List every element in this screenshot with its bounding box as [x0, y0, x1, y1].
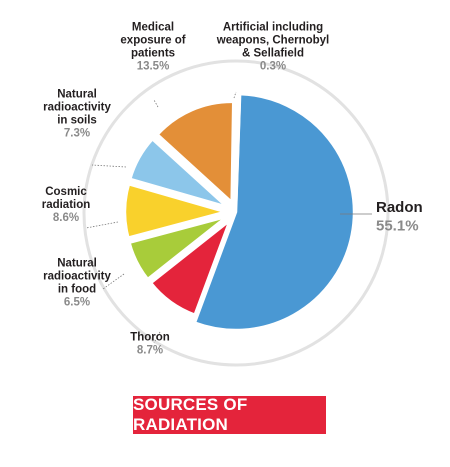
- pie-slice-cosmic-radiation: [123, 183, 227, 239]
- slice-label-text: radioactivity: [43, 271, 111, 283]
- pie-slice-natural-radioactivity-in-food: [128, 215, 228, 281]
- slice-value-label: 8.6%: [53, 212, 79, 224]
- slice-label-text: & Sellafield: [242, 48, 304, 60]
- slice-label-text: Cosmic: [45, 186, 87, 198]
- slice-value-label: 7.3%: [64, 128, 90, 140]
- pie-slice-radon: [193, 92, 356, 332]
- slice-value-label: 6.5%: [64, 297, 90, 309]
- slice-value-label: 13.5%: [137, 61, 170, 73]
- slice-label-text: Radon: [376, 199, 423, 216]
- slice-label-text: patients: [131, 48, 175, 60]
- leader-line: [85, 221, 119, 229]
- slice-label-text: weapons, Chernobyl: [216, 35, 329, 47]
- slice-label-text: in soils: [57, 115, 97, 127]
- slice-label-text: Artificial including: [223, 22, 323, 34]
- slice-value-label: 0.3%: [260, 61, 286, 73]
- slice-label-text: exposure of: [120, 35, 185, 47]
- slice-label-text: Natural: [57, 89, 97, 101]
- slice-label-text: Medical: [132, 22, 174, 34]
- pie-slice-medical-exposure-of-patients: [156, 100, 235, 204]
- slice-label-text: Thoron: [130, 332, 170, 344]
- leader-line: [102, 273, 125, 290]
- slice-label-text: in food: [58, 284, 96, 296]
- leader-line: [153, 99, 159, 108]
- slice-label-text: Natural: [57, 258, 97, 270]
- chart-title: SOURCES OF RADIATION: [133, 395, 248, 434]
- pie-slice-natural-radioactivity-in-soils: [129, 138, 228, 208]
- leader-line: [91, 164, 127, 168]
- outline-circle: [82, 59, 390, 367]
- pie-slice-thoron: [149, 219, 231, 316]
- slice-label-text: radiation: [42, 199, 91, 211]
- pie-slices: [123, 92, 356, 332]
- slice-value-label: 8.7%: [137, 345, 163, 357]
- outline-ring: [82, 59, 390, 367]
- slice-labels: Radon55.1%Thoron8.7%Naturalradioactivity…: [42, 22, 423, 357]
- leader-line: [233, 91, 237, 99]
- chart-title-banner: SOURCES OF RADIATION: [133, 395, 326, 434]
- leader-lines: [85, 91, 372, 344]
- slice-label-text: radioactivity: [43, 102, 111, 114]
- pie-slice-artificial-including-weapons-chernobyl-sellafield: [235, 99, 242, 203]
- slice-value-label: 55.1%: [376, 218, 419, 235]
- leader-line: [153, 331, 161, 344]
